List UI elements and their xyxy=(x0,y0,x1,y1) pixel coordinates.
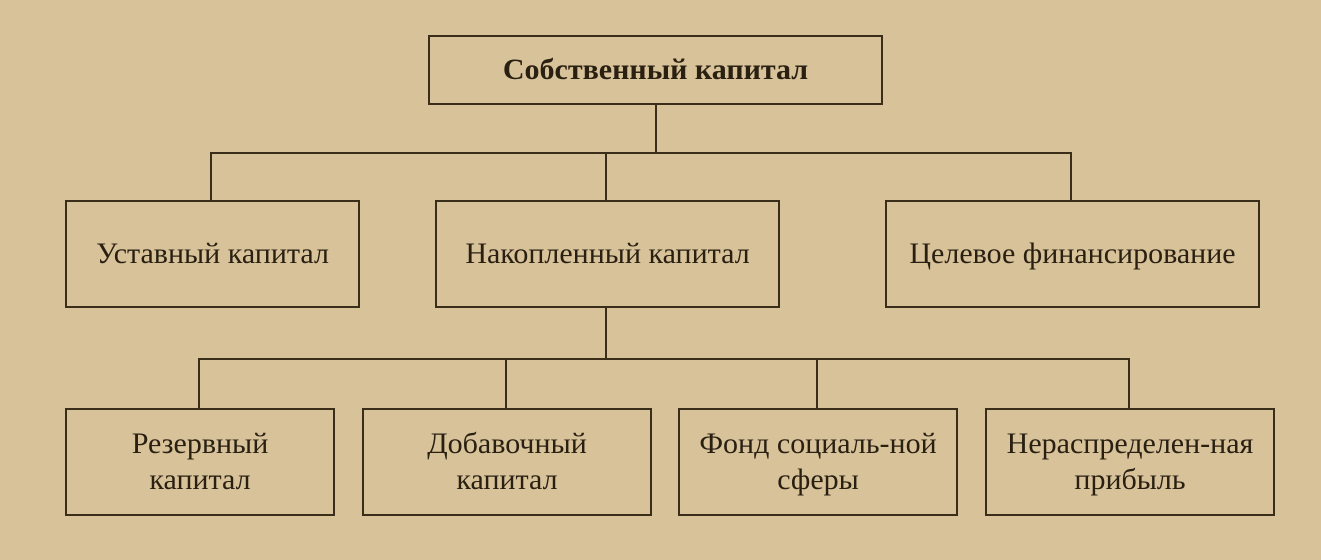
connector-drop-l2-3 xyxy=(1070,152,1072,200)
connector-drop-l3-4 xyxy=(1128,358,1130,408)
node-neraspredelennaya-label: Нераспределен-ная прибыль xyxy=(999,426,1261,498)
connector-l2-drop xyxy=(605,308,607,358)
connector-level1-hbar xyxy=(210,152,1072,154)
node-dobavochnyy-label: Добавочный капитал xyxy=(376,426,638,498)
node-rezervnyy: Резервный капитал xyxy=(65,408,335,516)
node-neraspredelennaya: Нераспределен-ная прибыль xyxy=(985,408,1275,516)
node-tselevoe: Целевое финансирование xyxy=(885,200,1260,308)
node-nakoplennyy: Накопленный капитал xyxy=(435,200,780,308)
node-rezervnyy-label: Резервный капитал xyxy=(79,426,321,498)
node-nakoplennyy-label: Накопленный капитал xyxy=(465,236,749,272)
node-ustavnyy-label: Уставный капитал xyxy=(96,236,329,272)
node-tselevoe-label: Целевое финансирование xyxy=(909,236,1235,272)
connector-drop-l2-2 xyxy=(605,152,607,200)
node-dobavochnyy: Добавочный капитал xyxy=(362,408,652,516)
node-fond-label: Фонд социаль-ной сферы xyxy=(692,426,944,498)
node-root-label: Собственный капитал xyxy=(503,52,808,88)
node-root: Собственный капитал xyxy=(428,35,883,105)
connector-drop-l3-1 xyxy=(198,358,200,408)
connector-level2-hbar xyxy=(198,358,1130,360)
connector-drop-l2-1 xyxy=(210,152,212,200)
connector-drop-l3-2 xyxy=(505,358,507,408)
node-fond-sotsialnoy: Фонд социаль-ной сферы xyxy=(678,408,958,516)
connector-root-drop xyxy=(655,105,657,152)
node-ustavnyy: Уставный капитал xyxy=(65,200,360,308)
connector-drop-l3-3 xyxy=(816,358,818,408)
